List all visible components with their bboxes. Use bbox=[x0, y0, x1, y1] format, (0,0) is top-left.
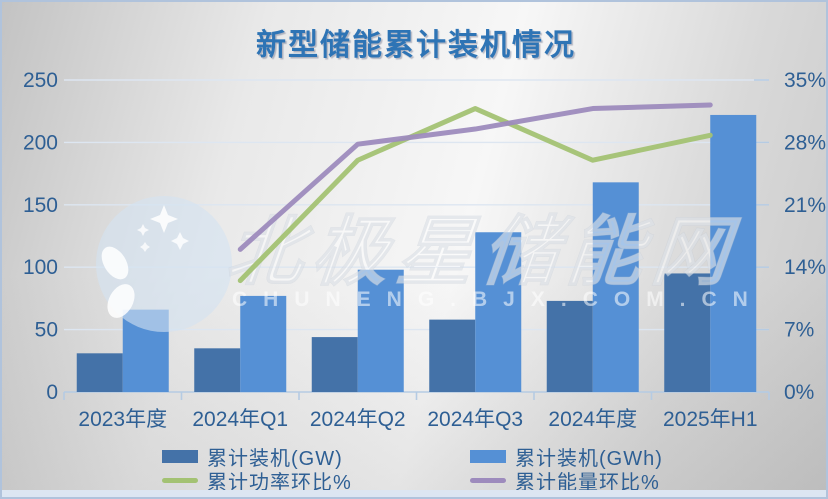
bar bbox=[240, 295, 287, 392]
left-axis-tick-label: 150 bbox=[23, 194, 58, 217]
gridlines bbox=[63, 79, 770, 400]
right-axis-tick-label: 0% bbox=[784, 381, 814, 404]
left-axis-tick-label: 0 bbox=[46, 381, 58, 404]
bar bbox=[311, 337, 358, 392]
right-axis-tick-label: 14% bbox=[784, 256, 826, 279]
right-axis-tick-label: 21% bbox=[784, 194, 826, 217]
bar-series-gw bbox=[76, 273, 711, 392]
bar bbox=[664, 273, 711, 392]
bar bbox=[357, 269, 404, 392]
x-axis-category-label: 2024年度 bbox=[548, 408, 637, 431]
bar bbox=[122, 309, 169, 392]
bar bbox=[194, 348, 241, 392]
x-axis-category-label: 2025年H1 bbox=[663, 408, 758, 431]
x-axis-category-label: 2024年Q3 bbox=[427, 408, 523, 431]
chart-title: 新型储能累计装机情况 bbox=[256, 29, 576, 62]
axis-labels: 250 200 150 100 50 0 35% 28% 21% 14% 7% 0% 2023年度 202… bbox=[23, 69, 826, 431]
left-axis-tick-label: 100 bbox=[23, 256, 58, 279]
bottom-strip bbox=[2, 490, 826, 497]
right-axis-tick-label: 35% bbox=[784, 69, 826, 92]
right-axis-tick-label: 28% bbox=[784, 131, 826, 154]
right-axis-tick-label: 7% bbox=[784, 319, 814, 342]
left-axis-tick-label: 50 bbox=[35, 319, 58, 342]
bar bbox=[76, 353, 123, 392]
bar bbox=[475, 232, 522, 392]
bar bbox=[710, 114, 757, 392]
x-axis-category-label: 2023年度 bbox=[78, 408, 167, 431]
bar bbox=[429, 319, 476, 392]
x-axis-category-label: 2024年Q2 bbox=[310, 408, 406, 431]
left-axis-tick-label: 200 bbox=[23, 131, 58, 154]
bar bbox=[592, 182, 639, 392]
left-axis-tick-label: 250 bbox=[23, 69, 58, 92]
bar bbox=[546, 300, 593, 392]
x-axis-category-label: 2024年Q1 bbox=[192, 408, 288, 431]
